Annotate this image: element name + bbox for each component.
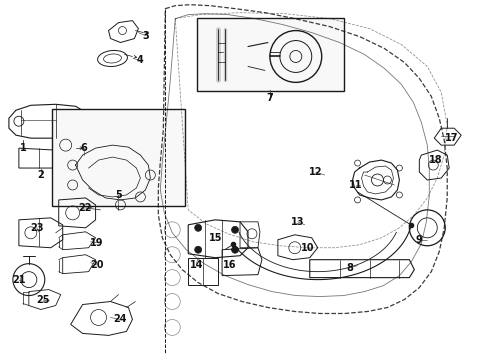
Text: 12: 12 <box>309 167 322 177</box>
Text: 14: 14 <box>190 260 203 270</box>
Text: 23: 23 <box>30 223 44 233</box>
Circle shape <box>195 246 202 253</box>
Text: 5: 5 <box>115 190 122 200</box>
Text: 18: 18 <box>428 155 442 165</box>
Text: 25: 25 <box>36 294 49 305</box>
Circle shape <box>195 224 202 231</box>
Text: 8: 8 <box>346 263 353 273</box>
Text: 7: 7 <box>267 93 273 103</box>
Text: 1: 1 <box>20 143 26 153</box>
Text: 22: 22 <box>78 203 91 213</box>
FancyBboxPatch shape <box>197 18 343 91</box>
Text: 21: 21 <box>12 275 25 285</box>
Text: 24: 24 <box>114 314 127 324</box>
Circle shape <box>232 226 239 233</box>
Text: 13: 13 <box>291 217 305 227</box>
Text: 4: 4 <box>137 55 144 66</box>
Text: 17: 17 <box>444 133 458 143</box>
Text: 11: 11 <box>349 180 362 190</box>
Circle shape <box>232 246 239 253</box>
Text: 3: 3 <box>142 31 149 41</box>
Text: 2: 2 <box>37 170 44 180</box>
FancyBboxPatch shape <box>52 109 185 206</box>
Text: 10: 10 <box>301 243 315 253</box>
Text: 20: 20 <box>90 260 103 270</box>
Text: 9: 9 <box>416 235 423 245</box>
Text: 15: 15 <box>209 233 223 243</box>
Text: 6: 6 <box>80 143 87 153</box>
Text: 19: 19 <box>90 238 103 248</box>
Text: 16: 16 <box>223 260 237 270</box>
